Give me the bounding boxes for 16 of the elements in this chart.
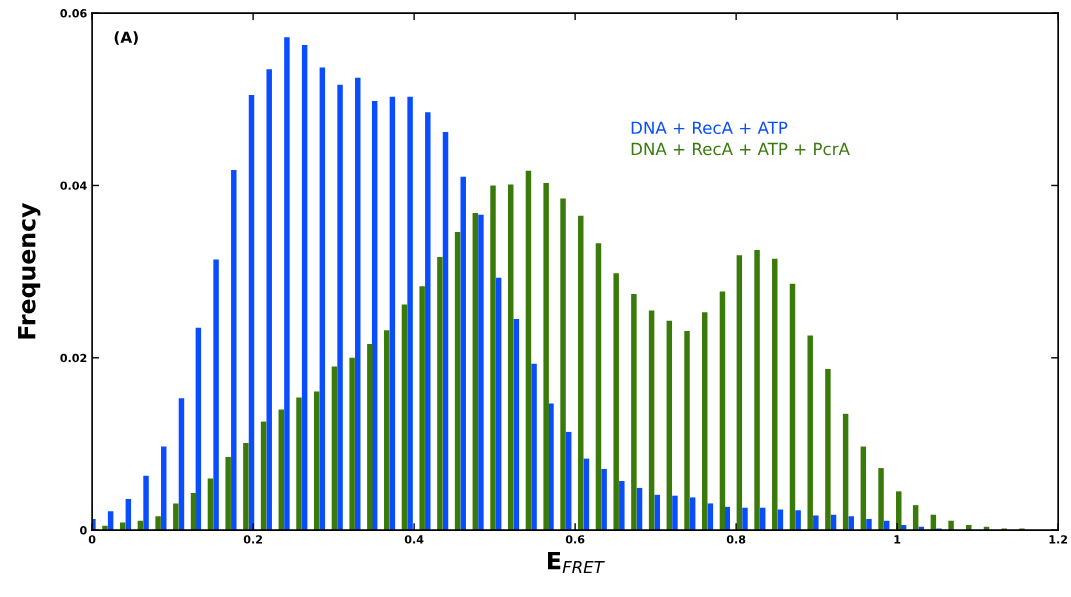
- x-tick-label: 0.4: [404, 535, 424, 544]
- x-tick-label: 0.6: [565, 535, 585, 544]
- x-tick-label: 0: [88, 535, 96, 544]
- x-tick-label: 1: [894, 535, 901, 544]
- y-axis-title: Frequency: [18, 202, 41, 339]
- annotation: (A): [114, 31, 138, 45]
- y-tick-label: 0.04: [60, 181, 87, 190]
- y-tick-label: 0.06: [60, 9, 87, 18]
- y-tick-label: 0.02: [60, 353, 87, 363]
- text: DNA + RecA + ATP: [631, 121, 788, 135]
- x-axis-title: E$_{FRET}$: [548, 552, 605, 574]
- x-tick-label: 0.8: [726, 535, 746, 544]
- x-tick-label: 1.2: [1049, 535, 1068, 544]
- y-tick-label: 0: [80, 526, 87, 535]
- text: DNA + RecA + ATP + PcrA: [631, 142, 850, 156]
- x-tick-label: 0.2: [243, 535, 262, 544]
